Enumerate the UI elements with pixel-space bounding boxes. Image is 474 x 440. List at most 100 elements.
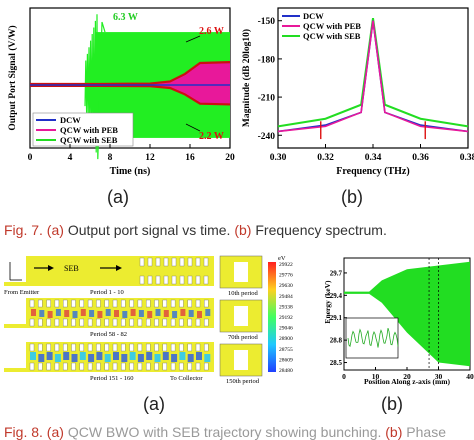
fig8a-row3-slot	[96, 343, 101, 352]
fig7b-y-tick-label: -180	[258, 55, 276, 65]
fig8a-row3-slot	[145, 362, 151, 371]
fig8b-y-tick-label: 29.1	[330, 314, 343, 322]
fig8a-row3-slot	[137, 343, 143, 352]
fig8a-row3-slot	[46, 343, 51, 352]
fig8a-cross-10th-core	[234, 262, 248, 282]
fig8a-row3-bunch	[129, 352, 136, 360]
fig7a-x-tick-label: 12	[145, 153, 155, 163]
fig8a-colorbar-tick-label: 29922	[279, 262, 293, 268]
fig8a-row3-slot	[71, 362, 76, 371]
fig8a-row3-slot	[179, 343, 184, 352]
fig8a-row2-slot	[187, 299, 192, 308]
fig8a-row2-slot	[129, 299, 134, 308]
fig8a-colorbar	[268, 262, 276, 372]
fig8b-x-tick-label: 20	[403, 372, 411, 381]
fig8a-row-3: Period 151 - 160 To Collector	[4, 342, 214, 382]
fig8a-row2-bunch	[188, 310, 194, 317]
fig8a-row3-slot	[63, 343, 68, 352]
fig8a-row1-slot	[187, 275, 193, 285]
fig8a-cross-150th-core	[234, 350, 248, 370]
fig7b-legend: DCW QCW with PEB QCW with SEB	[282, 11, 361, 41]
fig7a-chart: 6.3 W 2.6 W 2.2 W DCW QCW with PEB QCW w…	[7, 7, 235, 177]
fig7a-legend-seb: QCW with SEB	[60, 135, 118, 145]
fig8a-row3-slot	[79, 343, 85, 352]
fig8a-row2-slot	[104, 318, 109, 327]
fig8a-row3-slot	[38, 343, 43, 352]
fig8a-cross-sections: 10th period 70th period 150th period	[219, 255, 263, 385]
fig8b-y-tick-label: 29.7	[330, 269, 343, 277]
fig8a-row3-bunch	[196, 352, 202, 360]
fig8a-row2-slot	[145, 318, 151, 327]
fig7b-chart: DCW QCW with PEB QCW with SEB 0.30 0.32 0.…	[241, 7, 474, 177]
fig8-caption-text-b: Phase	[406, 424, 446, 440]
fig7-caption-ref-a[interactable]: (a)	[46, 222, 64, 238]
fig8a-row3-bunch	[154, 354, 161, 362]
fig8a-row2-slot	[96, 299, 101, 308]
fig7a-seb-burst	[84, 14, 106, 160]
fig8a-row3-slot	[121, 343, 126, 352]
fig8a-row2-slot	[162, 299, 168, 308]
fig7b-y-tick-label: -150	[258, 17, 276, 27]
fig8a-colorbar-tick-label: 29776	[279, 273, 293, 279]
fig8a-row3-slot	[79, 362, 85, 371]
fig8a-row3-slot	[54, 362, 60, 371]
fig8a-row3-bunch	[30, 352, 36, 360]
fig7b-legend-dcw: DCW	[303, 11, 324, 21]
fig8a-row1-slots	[139, 257, 209, 285]
fig8a-row3-slot	[54, 343, 60, 352]
fig7b-legend-seb: QCW with SEB	[303, 31, 361, 41]
fig8-caption-ref-b[interactable]: (b)	[385, 424, 403, 440]
fig8a-row2-slot	[195, 299, 201, 308]
fig7a-x-tick-label: 4	[68, 153, 73, 163]
fig7b-series-group	[277, 18, 469, 140]
fig7-caption-text-b: Frequency spectrum.	[255, 222, 387, 238]
fig8a-seb-label: SEB	[64, 264, 79, 273]
fig8a-colorbar-tick-label: 28900	[279, 336, 293, 342]
fig8a-colorbar-tick-label: 29192	[279, 315, 293, 321]
fig8a-row2-slot	[38, 299, 43, 308]
fig7a-x-ticks: 0 4 8 12 16 20	[28, 144, 235, 163]
fig7-sub-b: (b)	[341, 187, 363, 207]
fig7a-peb-band	[30, 62, 230, 105]
fig7b-x-ticks: 0.30 0.32 0.34 0.36 0.38	[270, 144, 474, 163]
fig8a-row2-bunch	[97, 311, 103, 318]
fig8a-row3-bunch	[88, 354, 95, 362]
fig7b-x-tick-label: 0.32	[317, 153, 334, 163]
fig8a-row3-slot	[170, 343, 176, 352]
fig8a-row2-slot	[145, 299, 151, 308]
fig7b-ylabel: Magnitude (dB 20log10)	[241, 29, 252, 127]
fig7b-xlabel: Frequency (THz)	[336, 166, 409, 177]
fig8a-period-70th: 70th period	[228, 334, 259, 341]
fig8b-y-tick-label: 29.4	[330, 292, 343, 300]
fig8a-row1-slot	[171, 257, 177, 267]
fig8a-row3-slot	[104, 362, 109, 371]
fig7a-xlabel: Time (ns)	[110, 166, 151, 177]
fig8a-row2-slot	[87, 318, 93, 327]
fig8a-row2-bunch	[105, 309, 111, 316]
fig8a-row2-bunch	[163, 310, 169, 317]
fig8a-row2-slot	[104, 299, 109, 308]
fig8a-colorbar-tick-label: 28480	[279, 368, 293, 374]
fig8-caption: Fig. 8. (a) QCW BWO with SEB trajectory …	[4, 424, 446, 440]
fig7a-x-tick-label: 20	[225, 153, 235, 163]
fig8a-row2-slot	[179, 299, 184, 308]
fig8-caption-text-a: QCW BWO with SEB trajectory showing bunc…	[67, 424, 382, 440]
fig8a-row3-slot	[129, 343, 134, 352]
fig8-caption-ref-a[interactable]: (a)	[46, 424, 64, 440]
fig8a-row2-bunch	[197, 311, 202, 318]
fig8a-colorbar-tick-label: 29630	[279, 283, 293, 289]
fig8a-row2-bunch	[80, 309, 86, 316]
fig8a-row2-bunch	[130, 309, 136, 316]
fig8a-emitter-box	[4, 256, 26, 282]
fig8a-colorbar-tick-label: 29484	[279, 294, 293, 300]
fig8a-row1-slot	[139, 275, 145, 285]
fig8a-row3-slot	[29, 362, 35, 371]
fig8a-row3-slot	[112, 343, 118, 352]
fig7-caption-ref-b[interactable]: (b)	[234, 222, 252, 238]
fig8a-row3-slot	[145, 343, 151, 352]
fig8a-row-2: Period 58 - 82	[4, 298, 214, 338]
fig8a-row2-slot	[204, 318, 209, 327]
fig8a-row3-bunch	[162, 352, 169, 360]
fig8a-row2-slot	[71, 299, 76, 308]
fig8b-xlabel: Position Along z-axis (mm)	[364, 377, 451, 386]
